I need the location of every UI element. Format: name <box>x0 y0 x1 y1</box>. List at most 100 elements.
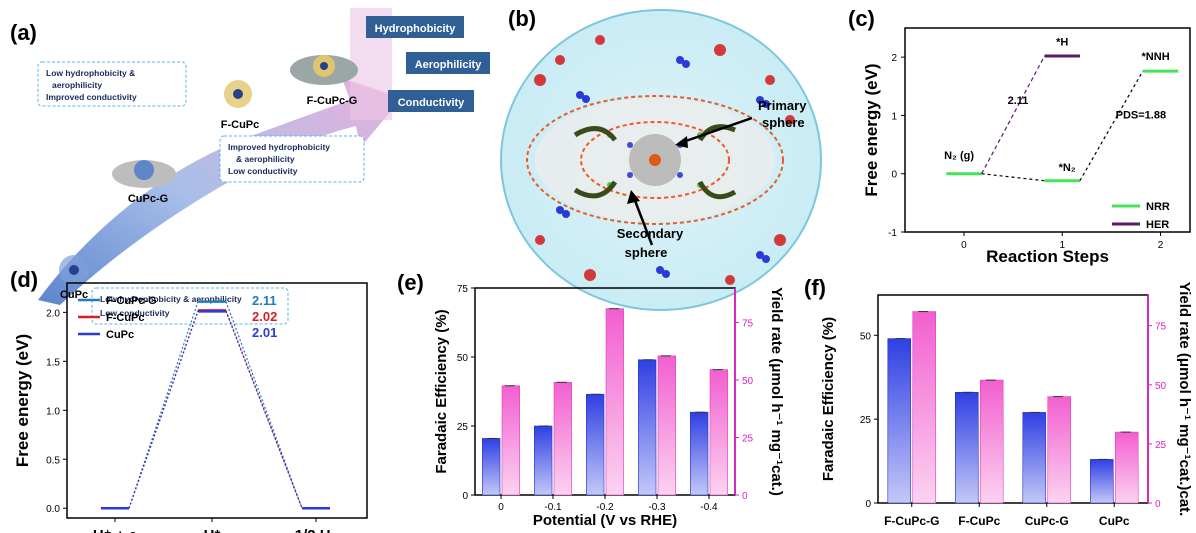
panel-label: (e) <box>397 270 424 295</box>
her-connector <box>981 55 1046 174</box>
label-cupc-g: CuPc-G <box>128 193 168 205</box>
tag-conductivity <box>388 90 474 112</box>
box-bottom-line1: Low hydrophobicity & aerophilicity <box>100 294 242 304</box>
bar-yield <box>657 355 676 496</box>
y-tick-label-d: 0.5 <box>46 455 60 466</box>
x-tick-label: -0.4 <box>700 502 718 513</box>
box-mid-line1: Improved hydrophobicity <box>228 142 330 152</box>
value-label-d: 2.11 <box>252 293 277 308</box>
x-axis-label: Potential (V vs RHE) <box>533 512 677 529</box>
panel-c-label: (c) <box>848 6 875 31</box>
y2-tick-label: 50 <box>742 376 754 387</box>
panel-a-label: (a) <box>10 20 37 45</box>
bar-yield <box>1047 396 1072 504</box>
y2-tick-label: 25 <box>742 434 754 445</box>
box-top-line1: Low hydrophobicity & <box>46 68 135 78</box>
bar-fe <box>1090 459 1114 504</box>
tag-conductivity-text: Conductivity <box>398 97 465 109</box>
bar-fe <box>690 411 709 496</box>
box-mid-line2: & aerophilicity <box>236 154 295 164</box>
x-tick-label-d: H* <box>204 527 221 533</box>
legend-label-c: NRR <box>1146 201 1170 213</box>
annotation-c: 2.11 <box>1008 95 1029 107</box>
chart-c: (c) -1 0 1 2 0 1 2 Reaction Steps Free energy (eV… <box>848 6 1191 266</box>
tag-hydrophobicity <box>366 16 464 38</box>
bar-yield <box>709 369 728 496</box>
panel-a: (a) Hydrophobicity Aerophilicity Conduct… <box>10 8 490 325</box>
bar-fe <box>586 393 605 496</box>
chart-e: (e) 0 25 50 75 0 25 50 75 0 -0.1 -0.2 -0.3 -0.4 Potent… <box>397 270 785 529</box>
y-tick-label-d: 0.0 <box>46 504 60 515</box>
x-tick-label-c: 2 <box>1158 240 1164 251</box>
secondary-arrow <box>632 197 654 246</box>
primary-ring <box>580 121 730 199</box>
y-tick-label: 0 <box>865 499 871 510</box>
primary-label-1: Primary <box>758 98 807 113</box>
y-axis-label-c: Free energy (eV) <box>862 63 881 196</box>
box-bottom <box>91 287 289 325</box>
box-top <box>37 61 187 107</box>
y2-tick-label: 0 <box>1155 499 1161 510</box>
annotation-c: N₂ (g) <box>944 150 974 162</box>
progress-ribbon <box>38 78 402 305</box>
connector-d <box>128 311 199 509</box>
label-f-cupc: F-CuPc <box>221 119 260 131</box>
x-tick-label: 0 <box>498 502 504 513</box>
tag-aerophilicity <box>406 52 490 74</box>
bar-fe <box>534 425 553 496</box>
bar-yield <box>979 379 1004 504</box>
secondary-ring <box>526 95 784 225</box>
panel-d-label: (d) <box>10 267 38 292</box>
annotation-c: PDS=1.88 <box>1116 109 1166 121</box>
nrr-connector <box>981 173 1045 182</box>
bar-yield <box>1114 431 1139 504</box>
y-axis-label: Faradaic Efficiency (%) <box>433 309 450 473</box>
molecule-f-cupc-g <box>290 55 358 85</box>
plot-frame-d <box>66 282 368 519</box>
plot-frame-c <box>904 27 1191 233</box>
n2-molecules <box>556 56 770 278</box>
y-tick-label: 50 <box>457 353 469 364</box>
y-tick-label-c: -1 <box>888 228 897 239</box>
x-tick-label: -0.2 <box>596 502 614 513</box>
y-tick-label-c: 1 <box>891 111 897 122</box>
tag-hydrophobicity-text: Hydrophobicity <box>375 23 457 35</box>
connector-d <box>225 311 303 509</box>
bar-yield <box>553 381 572 496</box>
legend-label-d: F-CuPc-G <box>106 295 157 307</box>
legend-label-d: F-CuPc <box>106 312 145 324</box>
water-molecules <box>534 35 795 285</box>
label-f-cupc-g: F-CuPc-G <box>307 95 358 107</box>
bar-fe <box>887 338 912 504</box>
annotation-c: *H <box>1056 36 1068 48</box>
box-mid <box>219 135 365 183</box>
y-tick-label: 50 <box>860 331 872 342</box>
bar-fe <box>1022 412 1047 504</box>
chart-d: (d) 0.0 0.5 1.0 1.5 2.0 H⁺ + e H* 1/2 H₂ Free ene… <box>10 267 368 533</box>
y-tick-label: 0 <box>462 491 468 502</box>
y-tick-label-c: 0 <box>891 170 897 181</box>
y-axis-label: Faradaic Efficiency (%) <box>820 317 837 481</box>
x-axis-label-c: Reaction Steps <box>986 247 1109 266</box>
panel-b: (b) Primary sph <box>500 6 822 311</box>
bar-yield <box>912 311 937 504</box>
molecule-f-cupc <box>224 80 252 108</box>
bar-fe <box>954 391 979 504</box>
y2-axis-label: Yield rate (μmol h⁻¹ mg⁻¹cat.) <box>768 287 785 496</box>
bar-yield <box>605 308 624 496</box>
chart-f: (f) 0 25 50 0 25 50 75 F-CuPc-G F-CuPc CuPc-G CuPc F… <box>804 275 1193 528</box>
panel-label: (f) <box>804 275 826 300</box>
y2-tick-label: 75 <box>742 319 754 330</box>
y-tick-label: 25 <box>860 415 872 426</box>
primary-label-2: sphere <box>762 115 805 130</box>
x-tick-label: -0.3 <box>648 502 666 513</box>
box-mid-line3: Low conductivity <box>228 166 298 176</box>
bar-fe <box>638 359 657 496</box>
y-axis-label-d: Free energy (eV) <box>13 334 32 467</box>
y-tick-label-c: 2 <box>891 53 897 64</box>
box-bottom-line2: Low conductivity <box>100 308 170 318</box>
x-tick-label-d: 1/2 H₂ <box>295 527 338 533</box>
y2-tick-label: 50 <box>1155 381 1167 392</box>
y-tick-label: 25 <box>457 422 469 433</box>
y2-axis-label: Yield rate (μmol h⁻¹ mg⁻¹cat.)cat. <box>1176 282 1193 517</box>
